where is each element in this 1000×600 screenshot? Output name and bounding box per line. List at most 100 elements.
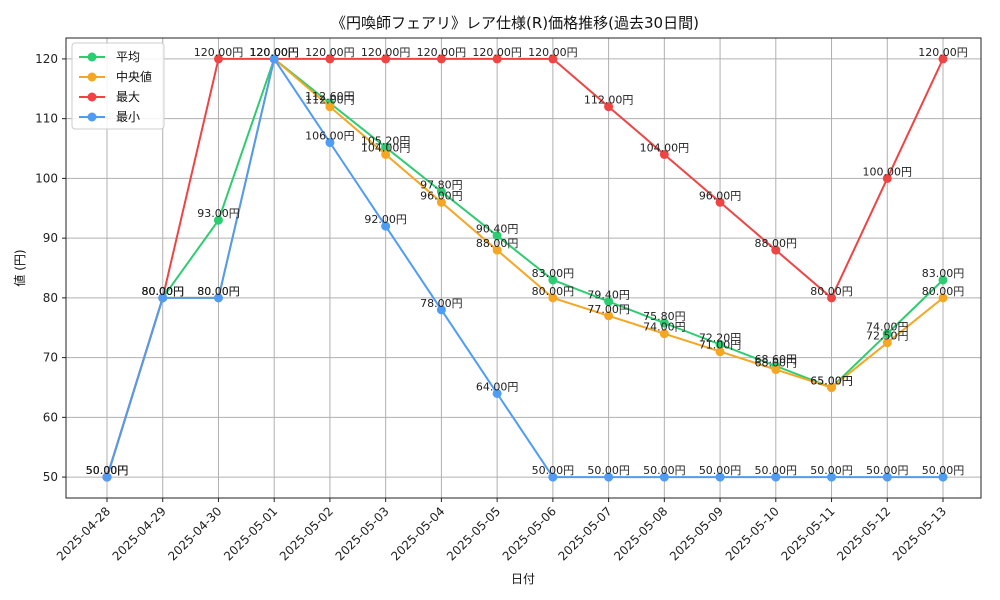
legend-label: 最小 (116, 110, 140, 124)
data-point (213, 54, 223, 64)
x-tick-label: 2025-05-06 (500, 504, 559, 563)
data-label: 90.40円 (476, 223, 519, 236)
data-point (771, 472, 781, 482)
data-point (938, 293, 948, 303)
data-label: 120.00円 (249, 46, 299, 59)
data-point (158, 293, 168, 303)
data-label: 104.00円 (640, 141, 690, 154)
series-3 (102, 54, 948, 482)
data-label: 50.00円 (699, 464, 742, 477)
x-axis-ticks: 2025-04-282025-04-292025-04-302025-05-01… (54, 498, 949, 563)
data-point (604, 102, 614, 112)
data-point (269, 54, 279, 64)
x-tick-label: 2025-05-04 (388, 504, 447, 563)
legend-item-0: 平均 (79, 50, 140, 64)
data-label: 68.00円 (755, 357, 798, 370)
data-label: 80.00円 (197, 285, 240, 298)
x-tick-label: 2025-05-05 (444, 504, 503, 563)
data-label: 72.20円 (699, 331, 742, 344)
y-tick-label: 60 (43, 410, 58, 424)
data-label: 112.60円 (305, 90, 355, 103)
data-label: 88.00円 (476, 237, 519, 250)
x-tick-label: 2025-04-29 (110, 504, 169, 563)
data-point (213, 293, 223, 303)
data-label: 120.00円 (305, 46, 355, 59)
data-point (882, 472, 892, 482)
data-label: 50.00円 (86, 464, 129, 477)
data-label: 50.00円 (86, 464, 129, 477)
data-label: 65.00円 (810, 374, 853, 387)
data-label: 79.40円 (587, 288, 630, 301)
data-point (827, 472, 837, 482)
data-label: 104.00円 (361, 141, 411, 154)
data-label: 68.60円 (755, 353, 798, 366)
data-point (436, 54, 446, 64)
y-axis-label: 値 (円) (12, 249, 27, 286)
data-label: 50.00円 (86, 464, 129, 477)
data-point (325, 138, 335, 148)
data-point (604, 311, 614, 321)
data-label: 74.00円 (643, 321, 686, 334)
data-label: 120.00円 (249, 46, 299, 59)
data-label: 112.00円 (584, 94, 634, 107)
x-tick-label: 2025-05-01 (221, 504, 280, 563)
legend-swatch-marker (87, 92, 97, 102)
y-tick-label: 70 (43, 351, 58, 365)
legend-box (71, 42, 165, 130)
data-label: 80.00円 (141, 285, 184, 298)
data-point (827, 293, 837, 303)
data-label: 80.00円 (141, 285, 184, 298)
data-label: 80.00円 (922, 285, 965, 298)
data-label: 65.00円 (810, 374, 853, 387)
data-point (715, 472, 725, 482)
y-tick-label: 50 (43, 470, 58, 484)
chart-title: 《円喚師フェアリ》レア仕様(R)価格推移(過去30日間) (331, 14, 699, 32)
data-label: 50.00円 (755, 464, 798, 477)
data-label: 50.00円 (810, 464, 853, 477)
data-label: 97.80円 (420, 179, 463, 192)
series-layer (102, 54, 948, 482)
data-point (492, 388, 502, 398)
x-tick-label: 2025-05-11 (778, 504, 837, 563)
x-tick-label: 2025-05-09 (667, 504, 726, 563)
data-label: 75.80円 (643, 310, 686, 323)
data-label: 120.00円 (472, 46, 522, 59)
legend-label: 最大 (116, 90, 140, 104)
data-label: 106.00円 (305, 130, 355, 143)
data-label: 120.00円 (249, 46, 299, 59)
data-label: 96.00円 (420, 189, 463, 202)
x-tick-label: 2025-05-13 (890, 504, 949, 563)
x-tick-label: 2025-05-08 (611, 504, 670, 563)
data-label: 50.00円 (866, 464, 909, 477)
x-tick-label: 2025-05-12 (834, 504, 893, 563)
data-label: 80.00円 (197, 285, 240, 298)
data-point (604, 472, 614, 482)
y-tick-label: 110 (35, 112, 58, 126)
data-point (381, 221, 391, 231)
legend-swatch-marker (87, 52, 97, 62)
data-point (715, 197, 725, 207)
data-point (213, 215, 223, 225)
data-point (102, 472, 112, 482)
x-tick-label: 2025-05-03 (333, 504, 392, 563)
data-point (659, 149, 669, 159)
data-label: 78.00円 (420, 297, 463, 310)
data-point (492, 54, 502, 64)
data-point (604, 296, 614, 306)
data-point (715, 339, 725, 349)
data-labels: 50.00円 80.00円 93.00円 120.00円 112.60円 105.20円 9… (86, 46, 968, 477)
data-point (548, 275, 558, 285)
data-point (938, 275, 948, 285)
y-tick-label: 100 (35, 171, 58, 185)
data-point (659, 472, 669, 482)
data-label: 80.00円 (810, 285, 853, 298)
data-label: 112.00円 (305, 94, 355, 107)
y-tick-label: 90 (43, 231, 58, 245)
data-point (882, 329, 892, 339)
data-point (436, 197, 446, 207)
legend-swatch-marker (87, 112, 97, 122)
data-point (938, 54, 948, 64)
data-point (325, 54, 335, 64)
data-label: 83.00円 (922, 267, 965, 280)
